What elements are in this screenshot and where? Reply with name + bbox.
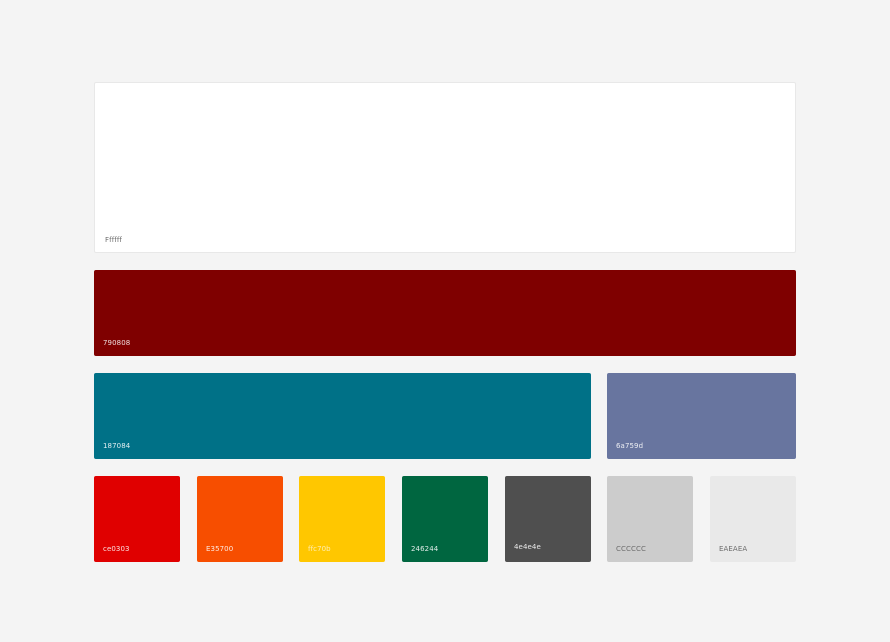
- swatch-187084: 187084: [94, 373, 591, 459]
- swatch-label: 246244: [411, 545, 439, 553]
- swatch-label: ffc70b: [308, 545, 331, 553]
- swatch-cccccc: CCCCCC: [607, 476, 693, 562]
- swatch-label: Ffffff: [105, 236, 122, 244]
- swatch-246244: 246244: [402, 476, 488, 562]
- swatch-e35700: E35700: [197, 476, 283, 562]
- swatch-ce0303: ce0303: [94, 476, 180, 562]
- swatch-label: 187084: [103, 442, 131, 450]
- swatch-ffc70b: ffc70b: [299, 476, 385, 562]
- swatch-label: 6a759d: [616, 442, 644, 450]
- swatch-label: E35700: [206, 545, 234, 553]
- swatch-ffffff: Ffffff: [94, 82, 796, 253]
- swatch-eaeaea: EAEAEA: [710, 476, 796, 562]
- swatch-label: 790808: [103, 339, 131, 347]
- swatch-4e4e4e: 4e4e4e: [505, 476, 591, 562]
- swatch-6a759d: 6a759d: [607, 373, 796, 459]
- swatch-label: ce0303: [103, 545, 130, 553]
- swatch-label: 4e4e4e: [514, 543, 541, 551]
- swatch-label: EAEAEA: [719, 545, 748, 553]
- swatch-label: CCCCCC: [616, 545, 646, 553]
- swatch-790808: 790808: [94, 270, 796, 356]
